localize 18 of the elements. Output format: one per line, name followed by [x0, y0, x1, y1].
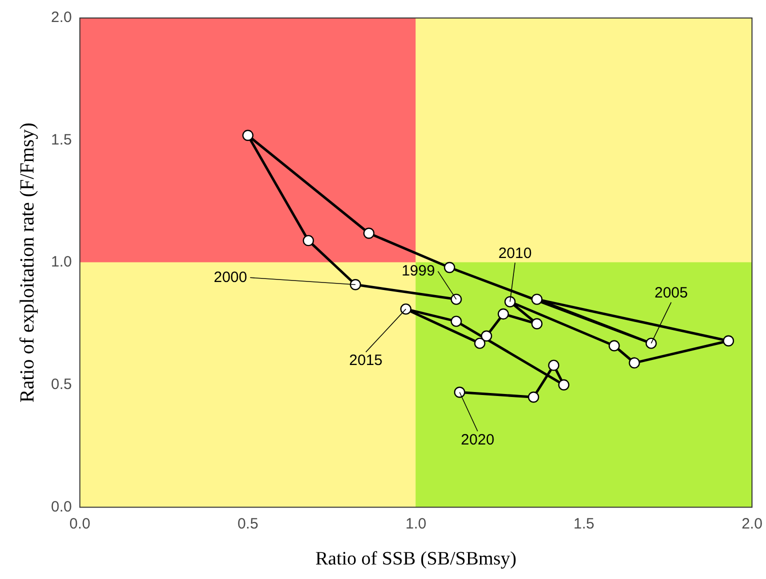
- annotation: 2020: [460, 431, 494, 448]
- x-axis-title: Ratio of SSB (SB/SBmsy): [315, 548, 516, 570]
- y-tick-label: 1.0: [50, 254, 72, 271]
- y-axis-title: Ratio of exploitation rate (F/Fmsy): [16, 122, 38, 403]
- y-tick-label: 0.5: [50, 376, 72, 394]
- annotation: 1999: [402, 262, 435, 280]
- y-tick-label: 2.0: [50, 9, 72, 26]
- y-tick-label: 0.0: [50, 498, 72, 516]
- annotation: 2000: [214, 268, 248, 286]
- annotation: 2015: [349, 352, 383, 370]
- x-tick-label: 2.0: [742, 515, 762, 532]
- x-tick-label: 1.0: [405, 515, 426, 532]
- x-tick-label: 0.0: [69, 515, 90, 532]
- annotation: 2010: [498, 244, 532, 262]
- y-tick-label: 1.5: [50, 131, 72, 148]
- x-tick-label: 0.5: [237, 515, 258, 532]
- annotation: 2005: [654, 284, 688, 302]
- x-tick-label: 1.5: [574, 515, 594, 532]
